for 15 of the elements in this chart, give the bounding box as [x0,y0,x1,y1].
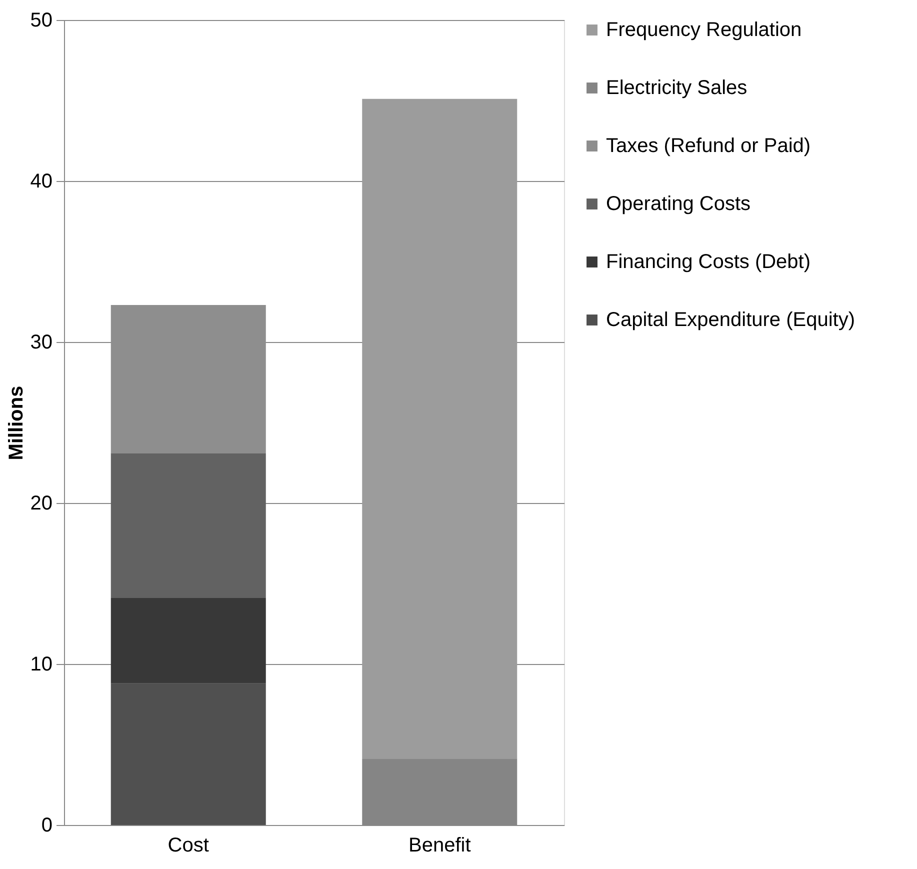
y-tick-label: 10 [30,654,52,676]
legend-label: Operating Costs [606,193,751,215]
legend-label: Taxes (Refund or Paid) [606,135,811,157]
y-axis-title: Millions [5,386,28,460]
legend-label: Electricity Sales [606,77,748,99]
y-tick-label: 40 [30,170,52,192]
y-tick-label: 20 [30,492,52,514]
x-tick-label: Benefit [408,834,472,856]
legend-label: Frequency Regulation [606,19,802,41]
y-tick-label: 0 [41,814,52,836]
x-tick-label: Cost [168,834,210,856]
y-tick-label: 50 [30,10,52,32]
legend-label: Financing Costs (Debt) [606,251,811,273]
y-tick-label: 30 [30,332,52,354]
legend-label: Capital Expenditure (Equity) [606,309,856,331]
